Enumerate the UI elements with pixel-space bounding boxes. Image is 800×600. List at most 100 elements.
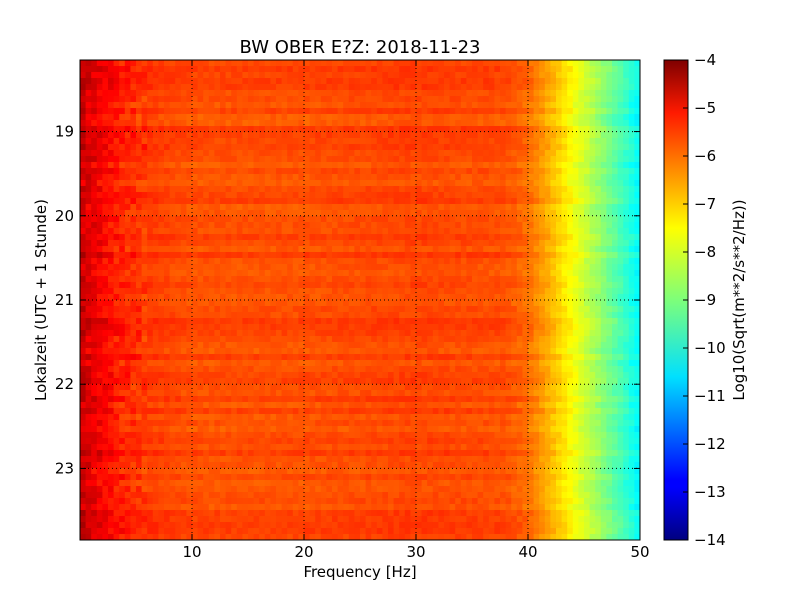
heatmap-cell bbox=[399, 192, 406, 199]
heatmap-cell bbox=[158, 216, 165, 223]
heatmap-cell bbox=[600, 270, 607, 277]
heatmap-cell bbox=[304, 342, 310, 349]
heatmap-cell bbox=[623, 192, 630, 199]
heatmap-cell bbox=[505, 60, 512, 67]
heatmap-cell bbox=[449, 66, 456, 73]
heatmap-cell bbox=[354, 312, 361, 319]
heatmap-cell bbox=[488, 222, 495, 229]
heatmap-cell bbox=[119, 156, 126, 163]
heatmap-cell bbox=[259, 108, 266, 115]
heatmap-cell bbox=[589, 162, 596, 169]
heatmap-cell bbox=[460, 264, 467, 271]
heatmap-cell bbox=[354, 126, 361, 133]
heatmap-cell bbox=[472, 84, 478, 91]
heatmap-cell bbox=[203, 150, 210, 157]
heatmap-cell bbox=[236, 300, 243, 307]
heatmap-cell bbox=[214, 78, 221, 85]
heatmap-cell bbox=[623, 72, 630, 79]
heatmap-cell bbox=[628, 126, 635, 133]
heatmap-cell bbox=[287, 156, 294, 163]
heatmap-cell bbox=[164, 120, 170, 127]
heatmap-cell bbox=[516, 90, 523, 97]
heatmap-cell bbox=[634, 192, 641, 199]
heatmap-cell bbox=[276, 348, 282, 355]
heatmap-cell bbox=[242, 288, 249, 295]
heatmap-cell bbox=[332, 60, 338, 67]
heatmap-cell bbox=[80, 318, 86, 325]
heatmap-cell bbox=[130, 204, 137, 211]
heatmap-cell bbox=[354, 228, 361, 235]
heatmap-cell bbox=[544, 234, 551, 241]
heatmap-cell bbox=[236, 246, 243, 253]
heatmap-cell bbox=[315, 72, 322, 79]
heatmap-cell bbox=[623, 210, 630, 217]
heatmap-cell bbox=[309, 228, 316, 235]
heatmap-cell bbox=[561, 348, 568, 355]
heatmap-cell bbox=[600, 300, 607, 307]
heatmap-cell bbox=[264, 342, 271, 349]
heatmap-cell bbox=[231, 240, 238, 247]
heatmap-cell bbox=[214, 282, 221, 289]
heatmap-cell bbox=[365, 78, 372, 85]
heatmap-cell bbox=[572, 228, 579, 235]
heatmap-cell bbox=[416, 84, 422, 91]
heatmap-cell bbox=[136, 252, 142, 259]
heatmap-cell bbox=[337, 114, 344, 121]
heatmap-cell bbox=[343, 330, 350, 337]
heatmap-cell bbox=[242, 330, 249, 337]
heatmap-cell bbox=[404, 186, 411, 193]
heatmap-cell bbox=[360, 264, 366, 271]
heatmap-cell bbox=[438, 204, 445, 211]
heatmap-cell bbox=[572, 114, 579, 121]
heatmap-cell bbox=[522, 90, 529, 97]
heatmap-cell bbox=[169, 186, 176, 193]
heatmap-cell bbox=[108, 186, 114, 193]
heatmap-cell bbox=[292, 252, 299, 259]
heatmap-cell bbox=[91, 186, 98, 193]
heatmap-cell bbox=[141, 354, 148, 361]
heatmap-cell bbox=[393, 102, 400, 109]
heatmap-cell bbox=[404, 252, 411, 259]
heatmap-cell bbox=[550, 330, 557, 337]
heatmap-cell bbox=[606, 126, 613, 133]
heatmap-cell bbox=[567, 348, 574, 355]
heatmap-cell bbox=[544, 312, 551, 319]
heatmap-cell bbox=[522, 222, 529, 229]
heatmap-cell bbox=[85, 318, 92, 325]
heatmap-cell bbox=[528, 180, 534, 187]
heatmap-cell bbox=[477, 204, 484, 211]
heatmap-cell bbox=[584, 108, 590, 115]
heatmap-cell bbox=[421, 96, 428, 103]
heatmap-cell bbox=[343, 162, 350, 169]
heatmap-cell bbox=[354, 210, 361, 217]
heatmap-cell bbox=[600, 246, 607, 253]
heatmap-cell bbox=[231, 318, 238, 325]
heatmap-cell bbox=[192, 324, 198, 331]
heatmap-cell bbox=[399, 264, 406, 271]
heatmap-cell bbox=[455, 258, 462, 265]
heatmap-cell bbox=[399, 288, 406, 295]
heatmap-cell bbox=[91, 276, 98, 283]
heatmap-cell bbox=[315, 156, 322, 163]
heatmap-cell bbox=[623, 306, 630, 313]
heatmap-cell bbox=[483, 138, 490, 145]
heatmap-cell bbox=[326, 294, 333, 301]
heatmap-cell bbox=[326, 228, 333, 235]
heatmap-cell bbox=[427, 144, 434, 151]
heatmap-cell bbox=[259, 156, 266, 163]
heatmap-cell bbox=[410, 216, 417, 223]
heatmap-cell bbox=[612, 276, 618, 283]
heatmap-cell bbox=[102, 156, 109, 163]
heatmap-cell bbox=[242, 222, 249, 229]
heatmap-cell bbox=[315, 330, 322, 337]
heatmap-cell bbox=[119, 318, 126, 325]
heatmap-cell bbox=[85, 180, 92, 187]
heatmap-cell bbox=[578, 138, 585, 145]
heatmap-cell bbox=[500, 72, 506, 79]
heatmap-cell bbox=[617, 234, 624, 241]
heatmap-cell bbox=[404, 120, 411, 127]
heatmap-cell bbox=[365, 126, 372, 133]
heatmap-cell bbox=[192, 96, 198, 103]
heatmap-cell bbox=[298, 126, 305, 133]
heatmap-cell bbox=[141, 78, 148, 85]
